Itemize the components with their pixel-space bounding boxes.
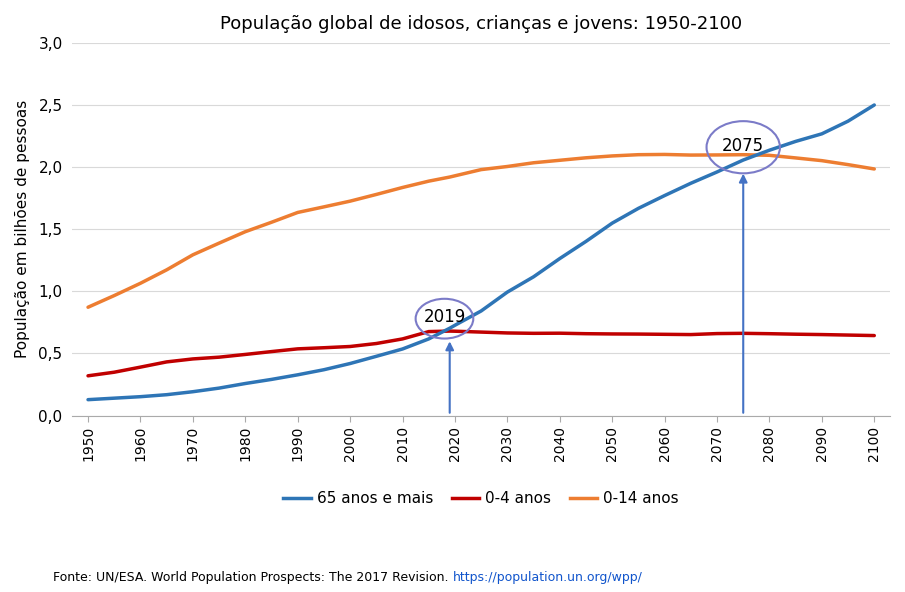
Text: 2019: 2019 <box>424 308 465 326</box>
Text: https://population.un.org/wpp/: https://population.un.org/wpp/ <box>452 571 643 584</box>
Text: 2075: 2075 <box>722 137 765 155</box>
Title: População global de idosos, crianças e jovens: 1950-2100: População global de idosos, crianças e j… <box>220 15 742 33</box>
Y-axis label: População em bilhões de pessoas: População em bilhões de pessoas <box>15 100 30 358</box>
Legend: 65 anos e mais, 0-4 anos, 0-14 anos: 65 anos e mais, 0-4 anos, 0-14 anos <box>277 485 685 512</box>
Text: Fonte: UN/ESA. World Population Prospects: The 2017 Revision.: Fonte: UN/ESA. World Population Prospect… <box>53 571 452 584</box>
